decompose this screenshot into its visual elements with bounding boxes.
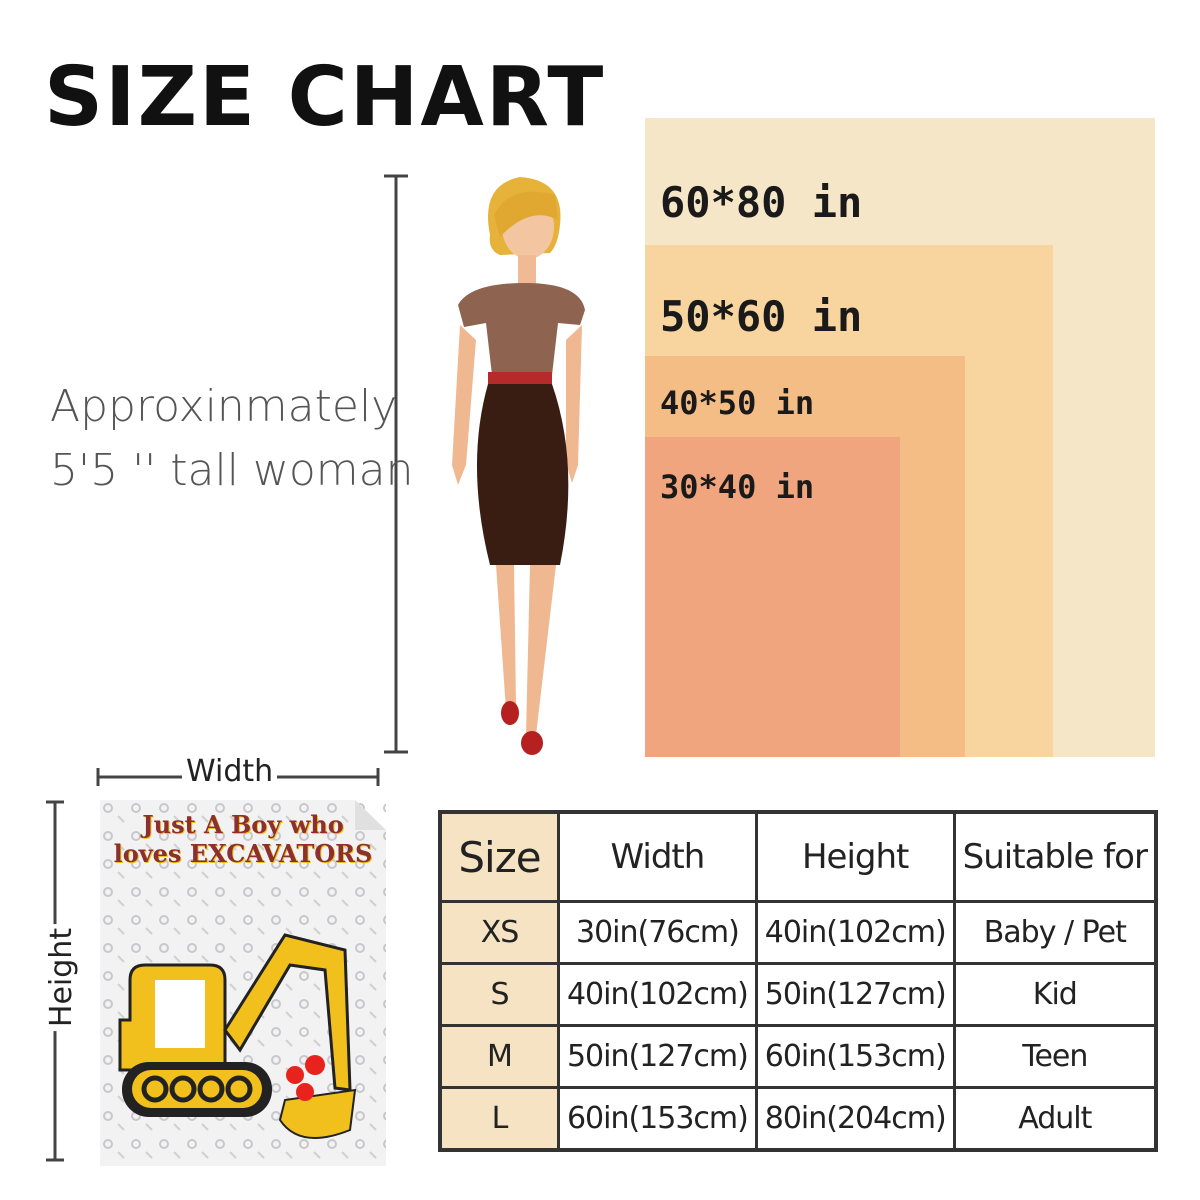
header-height: Height [754, 810, 956, 903]
size-label: 30*40 in [660, 468, 815, 506]
cell-size: L [438, 1085, 560, 1152]
height-measure-line [384, 174, 408, 754]
height-label: Height [44, 923, 80, 1032]
cell-height: 60in(153cm) [754, 1023, 956, 1089]
cell-suitable: Kid [952, 961, 1158, 1027]
table-row: XS 30in(76cm) 40in(102cm) Baby / Pet [438, 900, 1158, 965]
reference-line1: Approxinmately [50, 381, 398, 432]
cell-suitable: Baby / Pet [952, 900, 1158, 965]
cell-size: S [438, 961, 560, 1027]
table-row: M 50in(127cm) 60in(153cm) Teen [438, 1023, 1158, 1089]
cell-height: 80in(204cm) [754, 1085, 956, 1152]
size-label: 60*80 in [660, 178, 863, 227]
woman-figure-illustration [452, 177, 585, 755]
cell-size: M [438, 1023, 560, 1089]
reference-text: Approxinmately 5'5 '' tall woman [50, 375, 414, 503]
blanket-product-image [100, 800, 386, 1166]
size-label: 40*50 in [660, 384, 815, 422]
reference-line2: 5'5 '' tall woman [50, 445, 414, 496]
page-title: SIZE CHART [44, 50, 606, 145]
size-rect-30x40 [645, 437, 900, 757]
header-width: Width [557, 810, 758, 903]
table-row: S 40in(102cm) 50in(127cm) Kid [438, 961, 1158, 1027]
cell-width: 40in(102cm) [557, 961, 758, 1027]
cell-width: 30in(76cm) [557, 900, 758, 965]
size-label: 50*60 in [660, 292, 863, 341]
cell-width: 50in(127cm) [557, 1023, 758, 1089]
header-suitable-for: Suitable for [952, 810, 1158, 903]
table-row: L 60in(153cm) 80in(204cm) Adult [438, 1085, 1158, 1152]
table-header-row: Size Width Height Suitable for [438, 810, 1158, 903]
size-table: Size Width Height Suitable for XS 30in(7… [438, 810, 1158, 1152]
cell-suitable: Adult [952, 1085, 1158, 1152]
header-size: Size [438, 810, 560, 903]
cell-height: 50in(127cm) [754, 961, 956, 1027]
cell-width: 60in(153cm) [557, 1085, 758, 1152]
blanket-print-text: Just A Boy who loves EXCAVATORS [113, 810, 373, 868]
cell-height: 40in(102cm) [754, 900, 956, 965]
width-label: Width [182, 754, 278, 789]
cell-suitable: Teen [952, 1023, 1158, 1089]
cell-size: XS [438, 900, 560, 965]
